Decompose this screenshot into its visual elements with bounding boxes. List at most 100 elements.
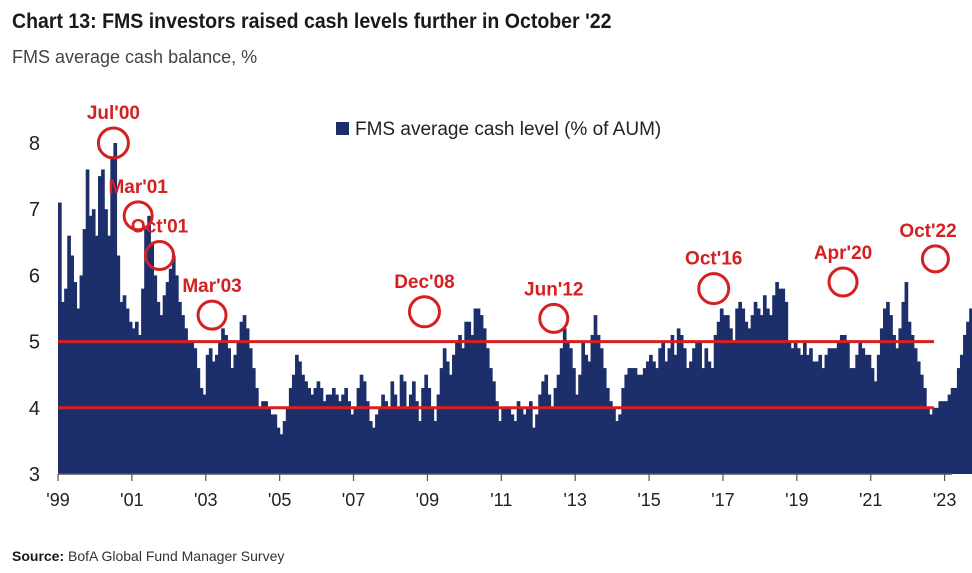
bar [726, 315, 730, 474]
bars-group [58, 143, 972, 475]
bar [673, 354, 678, 474]
bar [482, 328, 487, 474]
y-tick-label: 7 [29, 199, 40, 221]
bar-chart: 3 4 5 6 7 8 '99 '01 '03 '05 '07 '09 '11 '13 '15 '17 '19 '… [29, 103, 972, 510]
bar [393, 394, 398, 474]
bar [255, 387, 259, 474]
bar [605, 387, 610, 474]
bar [781, 288, 786, 474]
bar [113, 143, 118, 474]
bar [488, 368, 493, 474]
annotation-label: Dec'08 [394, 272, 455, 293]
bar [886, 301, 890, 474]
bar [319, 387, 324, 474]
bar [649, 354, 653, 474]
bar [682, 348, 687, 474]
bar [67, 235, 71, 474]
bar [544, 374, 549, 474]
bar [461, 348, 465, 474]
bar [399, 374, 404, 474]
bar [719, 308, 724, 474]
bar [402, 381, 407, 474]
x-tick-label: '21 [859, 490, 882, 510]
bar [439, 368, 444, 474]
bar [174, 275, 179, 474]
bar [356, 387, 361, 474]
bar [412, 381, 416, 474]
bar [304, 381, 308, 474]
bar [328, 394, 333, 474]
bar [633, 368, 638, 474]
bar [125, 308, 130, 474]
bar [621, 387, 626, 474]
bar [587, 361, 592, 474]
bar [122, 295, 127, 474]
bar [458, 334, 462, 474]
bar [941, 401, 946, 474]
source-label: Source: [12, 548, 65, 564]
bar [144, 229, 148, 474]
bar [827, 348, 832, 474]
bar [553, 387, 558, 474]
bar [199, 387, 204, 474]
bar [602, 368, 607, 474]
bar [396, 407, 401, 474]
annotation-circle [144, 240, 176, 272]
annotation-label: Oct'16 [685, 249, 742, 270]
bar [722, 315, 727, 474]
bar [642, 368, 647, 474]
y-tick-label: 4 [29, 398, 40, 420]
bar [193, 348, 198, 474]
x-tick-label: '15 [637, 490, 660, 510]
legend-label: FMS average cash level (% of AUM) [355, 119, 661, 140]
bar [331, 387, 336, 474]
bar [88, 215, 93, 474]
bar [353, 407, 358, 474]
bar [479, 315, 484, 474]
bar [692, 348, 696, 474]
bar [316, 381, 321, 474]
bar [501, 407, 505, 474]
bar [165, 282, 170, 474]
bar [282, 421, 287, 474]
bar [310, 394, 315, 474]
bar [150, 242, 155, 474]
bar [596, 334, 601, 474]
bar [131, 328, 136, 474]
bar [609, 401, 613, 474]
annotation-circle [827, 266, 859, 298]
bar [291, 374, 296, 474]
bar [944, 401, 949, 474]
bar [381, 394, 385, 474]
bar [652, 361, 656, 474]
bar [245, 328, 250, 474]
bar [242, 315, 247, 474]
bar [162, 295, 167, 474]
bar [636, 374, 641, 474]
bar [806, 354, 810, 474]
bar [338, 401, 342, 474]
x-tick-label: '17 [711, 490, 734, 510]
x-tick-label: '13 [563, 490, 586, 510]
bar [267, 407, 272, 474]
bar [424, 374, 429, 474]
chart-subtitle: FMS average cash balance, % [12, 47, 258, 67]
bar [710, 368, 715, 474]
bar [279, 434, 284, 474]
source-text: BofA Global Fund Manager Survey [68, 548, 285, 564]
bar [738, 301, 742, 474]
bar [344, 387, 348, 474]
bar [664, 361, 669, 474]
bar [762, 295, 767, 474]
bar [775, 282, 779, 474]
bar [615, 421, 619, 474]
reference-lines-group [58, 340, 934, 410]
bar [901, 301, 906, 474]
bar [215, 354, 219, 474]
bar [384, 401, 388, 474]
bar [938, 401, 943, 474]
bar [966, 321, 970, 474]
bar [58, 202, 62, 474]
bar [935, 407, 940, 474]
bar [248, 348, 253, 474]
